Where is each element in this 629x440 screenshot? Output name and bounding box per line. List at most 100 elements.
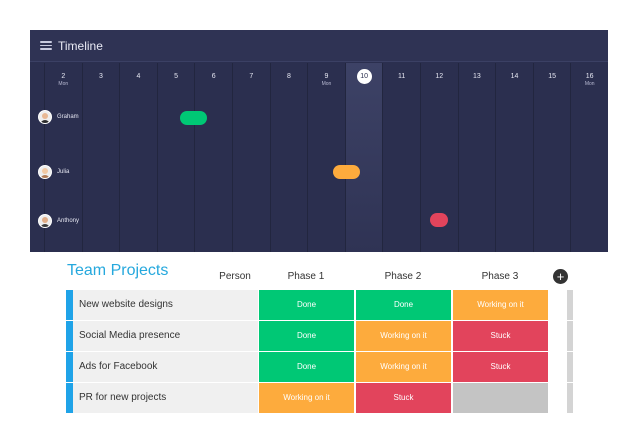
- timeline-day-column: 6: [194, 63, 232, 252]
- day-of-week: Mon: [584, 81, 595, 87]
- timeline-day-column: 4: [119, 63, 157, 252]
- group-color-bar: [66, 321, 73, 351]
- day-label: 3: [83, 73, 120, 81]
- group-color-bar: [66, 290, 73, 320]
- day-label: 5: [158, 73, 195, 81]
- day-of-week: Mon: [58, 81, 69, 87]
- avatar: [38, 110, 52, 124]
- table-row[interactable]: Ads for Facebook Done Working on it Stuck: [66, 352, 573, 382]
- day-number: 5: [174, 73, 179, 80]
- timeline-day-column: 7: [232, 63, 270, 252]
- timeline-day-column: 9 Mon: [307, 63, 345, 252]
- timeline-header: Timeline: [30, 30, 608, 62]
- table-row[interactable]: New website designs Done Done Working on it: [66, 290, 573, 320]
- person-name: Julia: [57, 169, 70, 175]
- item-name[interactable]: PR for new projects: [73, 383, 278, 413]
- day-label: 11: [383, 73, 420, 81]
- status-cell-phase3[interactable]: Stuck: [452, 321, 548, 351]
- status-cell-phase1[interactable]: Done: [258, 290, 354, 320]
- day-of-week: Mon: [321, 81, 332, 87]
- day-number: 14: [510, 73, 519, 80]
- timeline-bar-graham[interactable]: [180, 111, 207, 125]
- day-number: 2: [61, 73, 66, 80]
- day-number: 6: [211, 73, 216, 80]
- timeline-panel: Timeline 2 Mon 3 4 5 6 7 8 9 Mon 10 11 12 13 14 15 16 Mon…: [30, 30, 608, 252]
- timeline-person-anthony: Anthony: [38, 214, 79, 228]
- avatar: [38, 165, 52, 179]
- day-label: 14: [496, 73, 533, 81]
- status-cell-phase3[interactable]: [452, 383, 548, 413]
- day-number: 13: [472, 73, 481, 80]
- board-title: Team Projects: [67, 262, 169, 279]
- column-header-person[interactable]: Person: [219, 271, 251, 282]
- row-end-marker: [567, 321, 573, 351]
- day-label: 8: [271, 73, 308, 81]
- table-row[interactable]: PR for new projects Working on it Stuck: [66, 383, 573, 413]
- table-row[interactable]: Social Media presence Done Working on it St…: [66, 321, 573, 351]
- day-number: 16: [585, 73, 594, 80]
- row-end-marker: [567, 352, 573, 382]
- status-cell-phase2[interactable]: Done: [355, 290, 451, 320]
- status-cell-phase1[interactable]: Working on it: [258, 383, 354, 413]
- today-marker: 10: [356, 69, 372, 84]
- day-label: 10: [346, 69, 383, 84]
- day-label: 13: [459, 73, 496, 81]
- timeline-day-column: 16 Mon: [570, 63, 608, 252]
- timeline-day-column: 8: [269, 63, 308, 252]
- day-number: 8: [286, 73, 291, 80]
- timeline-day-column: 5: [156, 63, 195, 252]
- avatar: [38, 214, 52, 228]
- status-cell-phase2[interactable]: Working on it: [355, 321, 451, 351]
- timeline-title: Timeline: [58, 38, 103, 53]
- column-header-phase3[interactable]: Phase 3: [481, 271, 519, 282]
- timeline-day-column: 12: [420, 63, 458, 252]
- item-name[interactable]: Social Media presence: [73, 321, 278, 351]
- day-number: 4: [136, 73, 141, 80]
- day-number: 7: [249, 73, 254, 80]
- plus-icon: +: [556, 269, 565, 284]
- add-column-button[interactable]: +: [553, 269, 568, 284]
- day-number: 3: [98, 73, 103, 80]
- timeline-day-column: 14: [495, 63, 533, 252]
- day-number: 12: [435, 73, 444, 80]
- day-label: 4: [120, 73, 157, 81]
- hamburger-menu-icon[interactable]: [40, 41, 52, 50]
- timeline-day-column: 3: [81, 63, 120, 252]
- day-label: 6: [195, 73, 232, 81]
- day-label: 9 Mon: [308, 73, 345, 88]
- column-header-phase1[interactable]: Phase 1: [287, 271, 325, 282]
- timeline-bar-anthony[interactable]: [430, 213, 448, 227]
- status-cell-phase1[interactable]: Done: [258, 352, 354, 382]
- day-number: 9: [324, 73, 329, 80]
- status-cell-phase3[interactable]: Stuck: [452, 352, 548, 382]
- row-end-marker: [567, 383, 573, 413]
- status-cell-phase1[interactable]: Done: [258, 321, 354, 351]
- day-label: 16 Mon: [571, 73, 608, 88]
- day-number: 15: [548, 73, 556, 80]
- row-end-marker: [567, 290, 573, 320]
- status-cell-phase2[interactable]: Stuck: [355, 383, 451, 413]
- timeline-day-column: 15: [532, 63, 571, 252]
- person-name: Anthony: [57, 218, 80, 224]
- timeline-person-graham: Graham: [38, 110, 79, 124]
- timeline-day-column: 11: [382, 63, 420, 252]
- day-label: 15: [534, 73, 571, 81]
- person-name: Graham: [57, 114, 79, 120]
- group-color-bar: [66, 352, 73, 382]
- timeline-person-julia: Julia: [38, 165, 69, 179]
- status-cell-phase2[interactable]: Working on it: [355, 352, 451, 382]
- status-cell-phase3[interactable]: Working on it: [452, 290, 548, 320]
- timeline-day-column: 13: [457, 63, 496, 252]
- timeline-day-column: 2 Mon: [44, 63, 82, 252]
- item-name[interactable]: Ads for Facebook: [73, 352, 278, 382]
- timeline-grid: 2 Mon 3 4 5 6 7 8 9 Mon 10 11 12 13 14 15 16 Mon: [44, 63, 608, 252]
- group-color-bar: [66, 383, 73, 413]
- timeline-bar-julia[interactable]: [333, 165, 360, 179]
- day-label: 12: [421, 73, 458, 81]
- day-label: 7: [233, 73, 270, 81]
- day-number: 11: [398, 73, 406, 80]
- item-name[interactable]: New website designs: [73, 290, 278, 320]
- day-label: 2 Mon: [45, 73, 82, 88]
- column-header-phase2[interactable]: Phase 2: [384, 271, 422, 282]
- timeline-day-column: 10: [344, 63, 383, 252]
